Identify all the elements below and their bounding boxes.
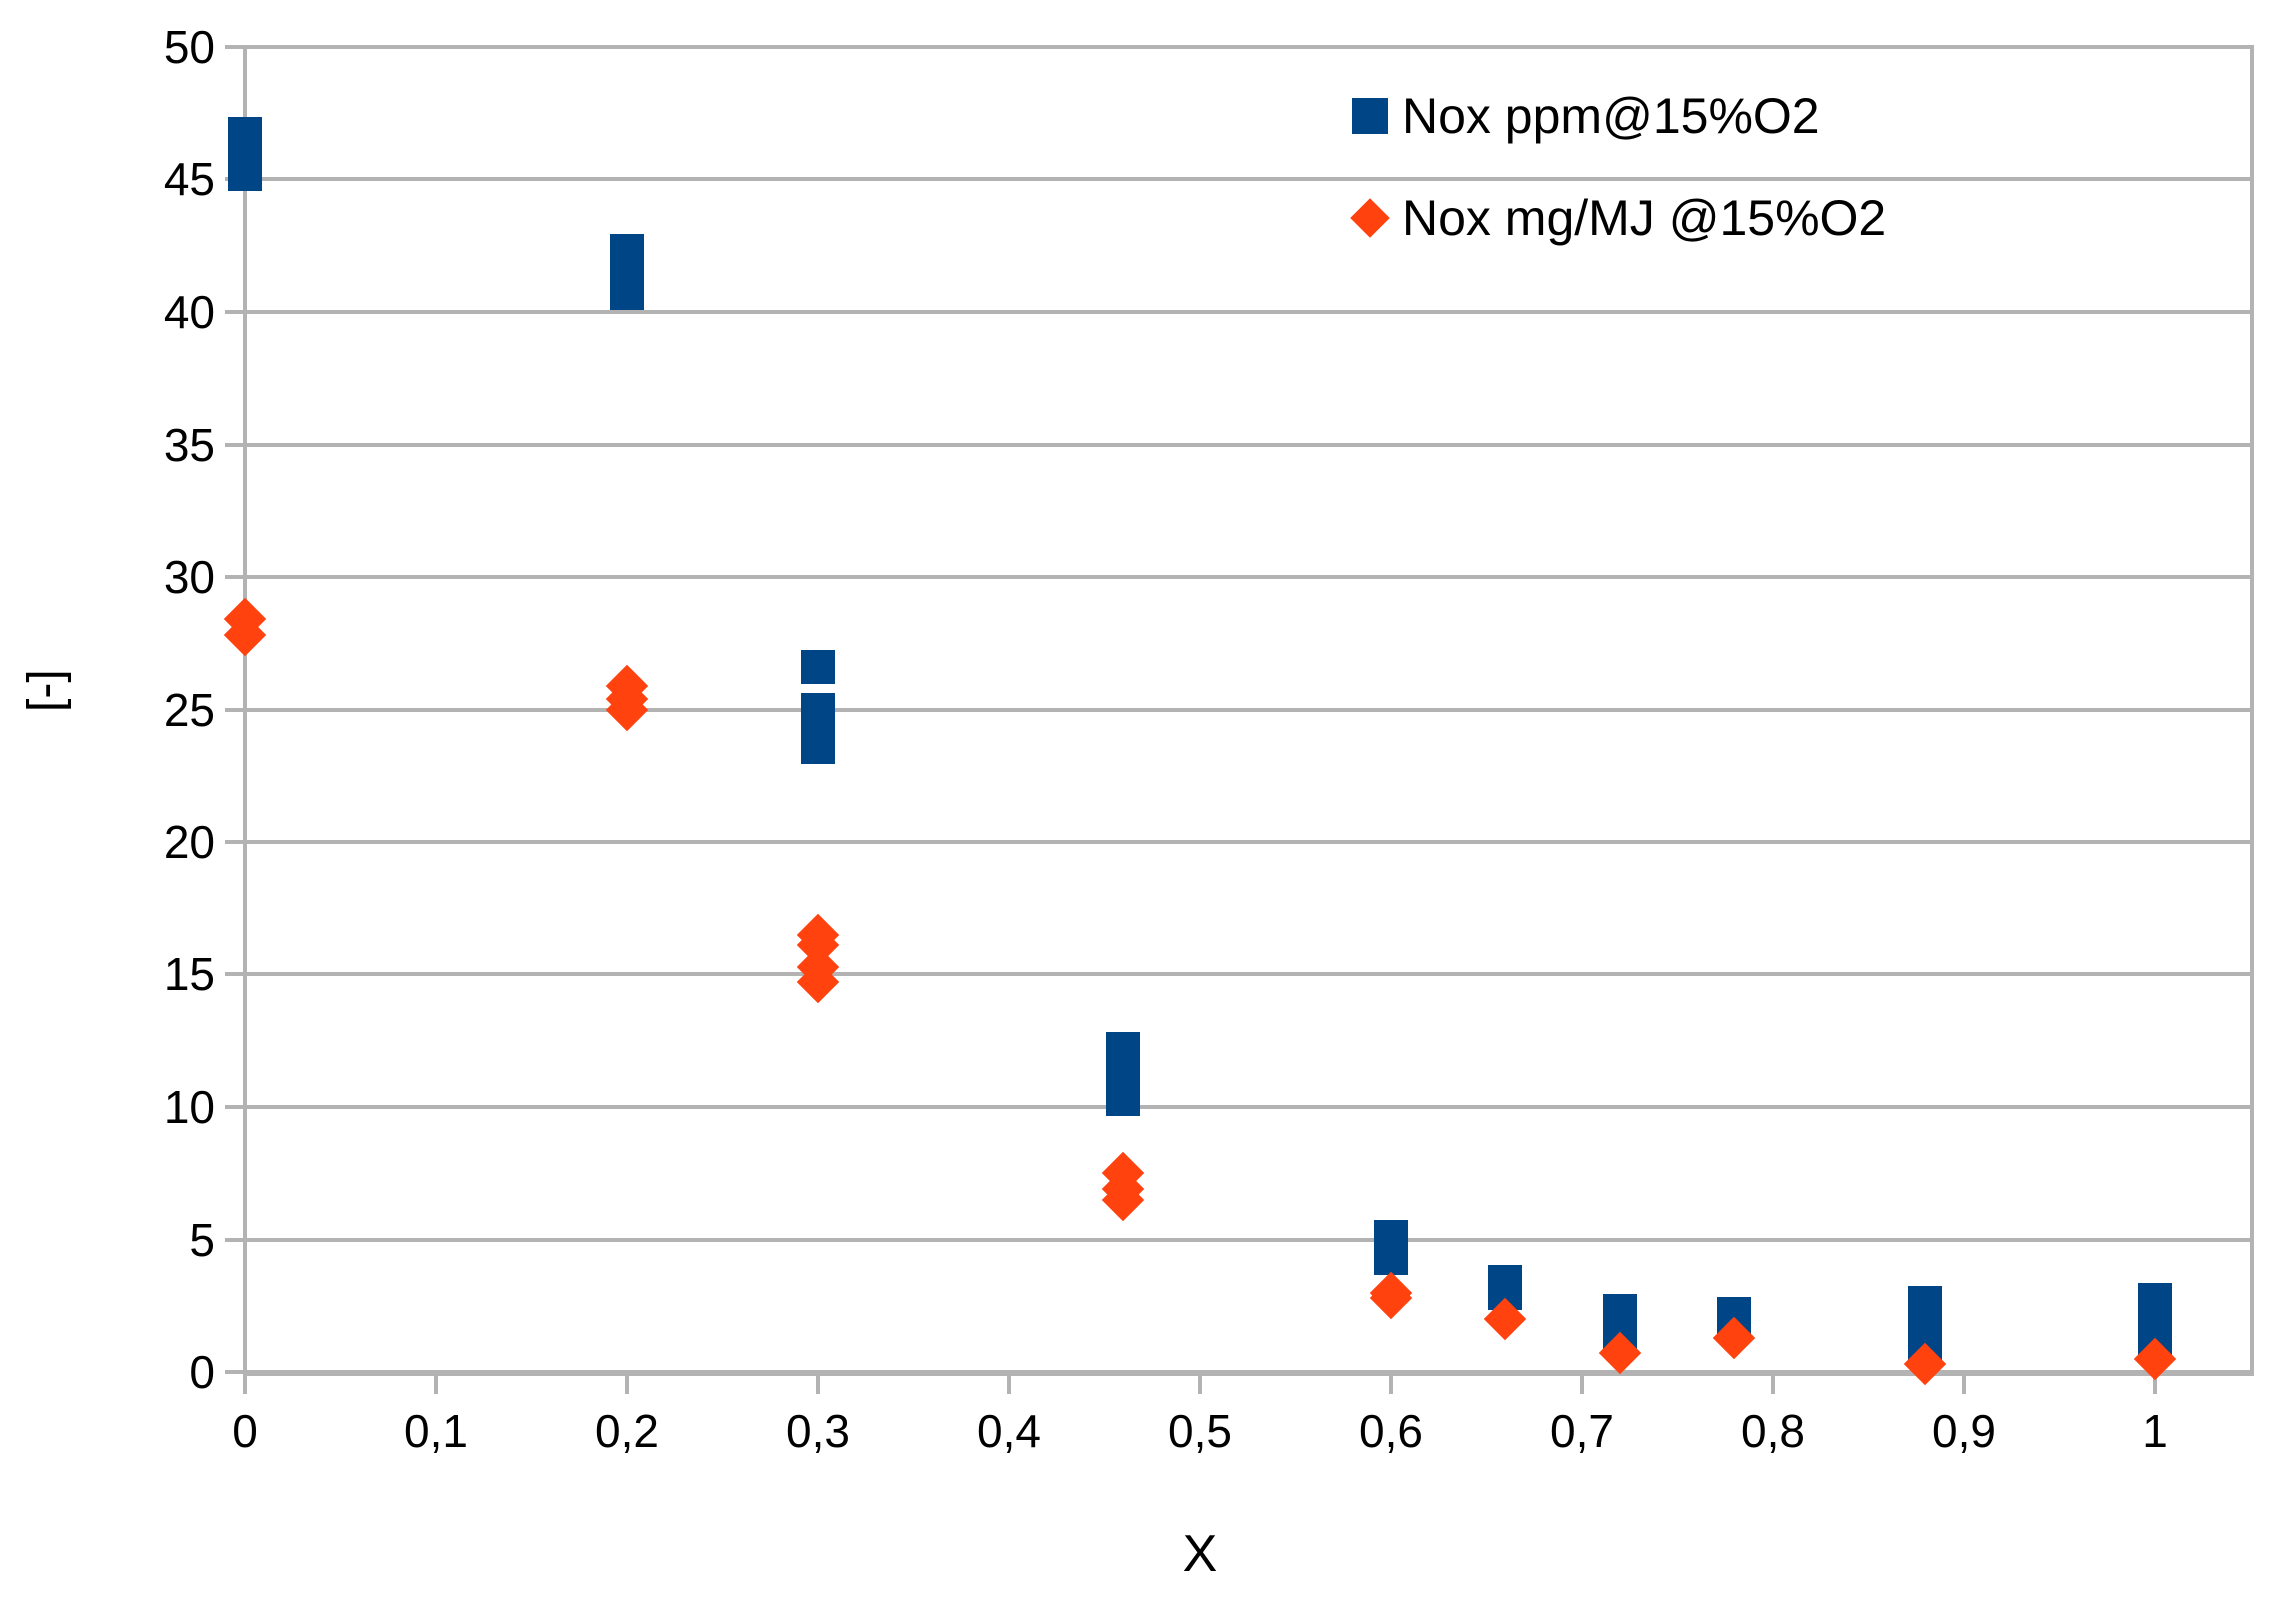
x-tick-0,9 <box>1962 1372 1966 1394</box>
y-tick-0 <box>225 1370 245 1374</box>
data-point-square <box>1374 1241 1408 1275</box>
gridline-y-0 <box>245 1370 2250 1374</box>
gridline-y-25 <box>245 708 2250 712</box>
y-tick-label: 10 <box>163 1081 215 1133</box>
data-point-square <box>801 730 835 764</box>
y-tick-15 <box>225 972 245 976</box>
x-tick-label: 1 <box>2142 1405 2168 1457</box>
y-tick-label: 20 <box>163 816 215 868</box>
y-tick-20 <box>225 840 245 844</box>
legend-entry-series1: Nox ppm@15%O2 <box>1352 88 1820 144</box>
x-tick-label: 0,8 <box>1741 1405 1805 1457</box>
y-axis-title: [-] <box>19 669 72 712</box>
y-tick-label: 15 <box>163 948 215 1000</box>
y-tick-5 <box>225 1238 245 1242</box>
blue-square-icon <box>1352 98 1388 134</box>
y-tick-40 <box>225 310 245 314</box>
y-tick-label: 25 <box>163 684 215 736</box>
y-tick-label: 50 <box>163 21 215 73</box>
y-tick-35 <box>225 443 245 447</box>
x-tick-label: 0,1 <box>404 1405 468 1457</box>
gridline-y-40 <box>245 310 2250 314</box>
y-tick-30 <box>225 575 245 579</box>
gridline-y-15 <box>245 972 2250 976</box>
gridline-y-10 <box>245 1105 2250 1109</box>
x-tick-label: 0,5 <box>1168 1405 1232 1457</box>
x-tick-label: 0,2 <box>595 1405 659 1457</box>
data-point-square <box>228 117 262 151</box>
y-tick-25 <box>225 708 245 712</box>
orange-diamond-icon <box>1350 198 1390 238</box>
y-tick-label: 5 <box>189 1214 215 1266</box>
y-tick-50 <box>225 45 245 49</box>
legend-label-series1: Nox ppm@15%O2 <box>1402 88 1820 144</box>
gridline-y-5 <box>245 1238 2250 1242</box>
y-tick-10 <box>225 1105 245 1109</box>
x-tick-label: 0,7 <box>1550 1405 1614 1457</box>
y-tick-label: 40 <box>163 286 215 338</box>
x-tick-0,1 <box>434 1372 438 1394</box>
x-tick-label: 0,3 <box>786 1405 850 1457</box>
gridline-y-30 <box>245 575 2250 579</box>
x-tick-0,7 <box>1580 1372 1584 1394</box>
data-point-square <box>610 234 644 268</box>
y-tick-label: 0 <box>189 1346 215 1398</box>
x-tick-0,2 <box>625 1372 629 1394</box>
x-tick-1 <box>2153 1372 2157 1394</box>
data-point-square <box>1106 1040 1140 1074</box>
gridline-y-45 <box>245 177 2250 181</box>
x-tick-0 <box>243 1372 247 1394</box>
x-tick-0,3 <box>816 1372 820 1394</box>
x-axis-title: X <box>1182 1525 1218 1583</box>
legend-entry-series2: Nox mg/MJ @15%O2 <box>1350 190 1887 246</box>
x-tick-label: 0 <box>232 1405 258 1457</box>
legend-label-series2: Nox mg/MJ @15%O2 <box>1402 190 1887 246</box>
x-tick-label: 0,9 <box>1932 1405 1996 1457</box>
data-point-square <box>801 650 835 684</box>
x-tick-0,8 <box>1771 1372 1775 1394</box>
gridline-y-35 <box>245 443 2250 447</box>
x-tick-0,5 <box>1198 1372 1202 1394</box>
gridline-y-20 <box>245 840 2250 844</box>
data-point-square <box>1106 1082 1140 1116</box>
x-tick-label: 0,6 <box>1359 1405 1423 1457</box>
gridline-y-50 <box>245 45 2250 49</box>
y-tick-label: 35 <box>163 419 215 471</box>
y-tick-label: 30 <box>163 551 215 603</box>
y-tick-label: 45 <box>163 153 215 205</box>
x-tick-0,4 <box>1007 1372 1011 1394</box>
x-tick-label: 0,4 <box>977 1405 1041 1457</box>
x-tick-0,6 <box>1389 1372 1393 1394</box>
